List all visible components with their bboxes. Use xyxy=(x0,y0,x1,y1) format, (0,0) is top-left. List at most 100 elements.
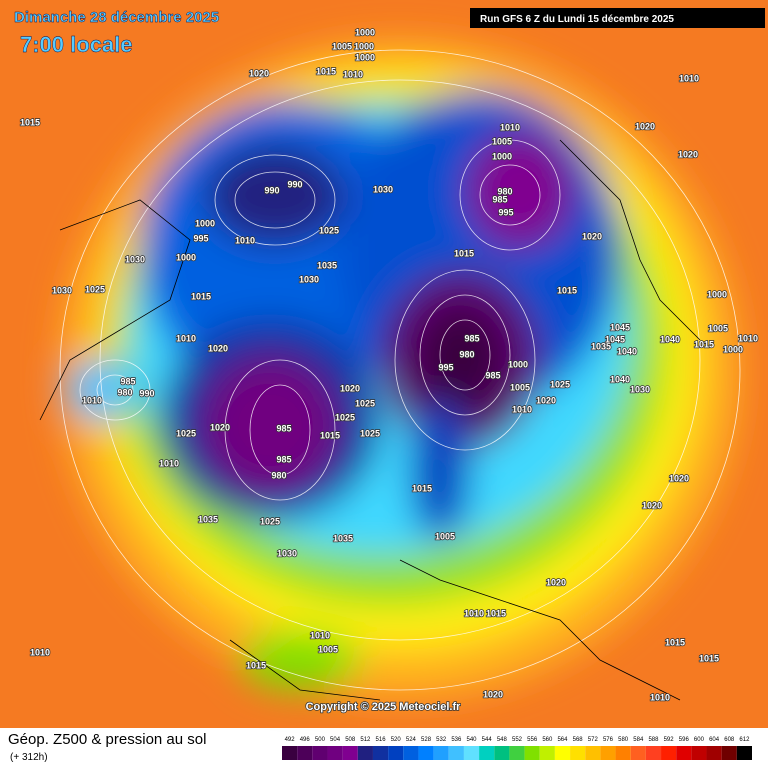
isobar-label: 1020 xyxy=(210,422,230,432)
isobar-label: 980 xyxy=(497,186,512,196)
isobar-label: 1020 xyxy=(208,343,228,353)
legend-value: 500 xyxy=(315,737,326,743)
legend-value: 604 xyxy=(709,737,720,743)
isobar-label: 1010 xyxy=(176,333,196,343)
legend-swatch xyxy=(327,746,343,760)
color-legend: 492 496 500 504 508 512 516 520 524 528 532 536 540 5… xyxy=(282,737,752,760)
isobar-label: 1010 xyxy=(82,395,102,405)
isobar-label: 1005 xyxy=(318,644,338,654)
isobar-label: 1035 xyxy=(198,514,218,524)
isobar-label: 1040 xyxy=(660,334,680,344)
legend-swatch xyxy=(691,746,707,760)
legend-value: 528 xyxy=(421,737,432,743)
legend-swatch xyxy=(524,746,540,760)
legend-swatch xyxy=(494,746,510,760)
legend-swatch xyxy=(645,746,662,760)
isobar-label: 1020 xyxy=(536,395,556,405)
isobar-label: 1015 xyxy=(412,483,432,493)
isobar-label: 990 xyxy=(264,185,279,195)
isobar-label: 1015 xyxy=(694,339,714,349)
isobar-label: 980 xyxy=(271,470,286,480)
legend-value: 492 xyxy=(285,737,296,743)
legend-swatch xyxy=(342,746,358,760)
isobar-label: 1030 xyxy=(277,548,297,558)
legend-swatch xyxy=(539,746,555,760)
isobar-label: 1000 xyxy=(492,151,512,161)
isobar-label: 1020 xyxy=(483,689,503,699)
isobar-label: 1000 xyxy=(176,252,196,262)
isobar-label: 995 xyxy=(498,207,513,217)
legend-value: 576 xyxy=(603,737,614,743)
isobar-label: 985 xyxy=(464,333,479,343)
legend-value: 612 xyxy=(739,737,750,743)
isobar-label: 1020 xyxy=(340,383,360,393)
isobar-label: 1030 xyxy=(299,274,319,284)
legend-swatch xyxy=(585,746,601,760)
isobar-label: 980 xyxy=(117,387,132,397)
legend-value: 504 xyxy=(330,737,341,743)
legend-value: 580 xyxy=(618,737,629,743)
isobar-label: 1000 xyxy=(707,289,727,299)
isobar-label: 1005 xyxy=(435,531,455,541)
isobar-label: 1015 xyxy=(246,660,266,670)
isobar-label: 1015 xyxy=(316,66,336,76)
legend-swatch xyxy=(736,746,752,760)
isobar-label: 1000 xyxy=(723,344,743,354)
isobar-label: 1010 xyxy=(500,122,520,132)
isobar-label: 1020 xyxy=(642,500,662,510)
isobar-label: 1010 xyxy=(464,608,484,618)
isobar-label: 1040 xyxy=(610,374,630,384)
isobar-label: 985 xyxy=(492,194,507,204)
footer-lead: (+ 312h) xyxy=(10,752,48,763)
isobar-label: 1025 xyxy=(176,428,196,438)
isobar-label: 1020 xyxy=(546,577,566,587)
legend-value: 548 xyxy=(497,737,508,743)
legend-swatch xyxy=(676,746,692,760)
isobar-label: 1010 xyxy=(159,458,179,468)
isobar-label: 1010 xyxy=(738,333,758,343)
isobar-label: 1015 xyxy=(191,291,211,301)
legend-value: 608 xyxy=(724,737,735,743)
legend-swatch xyxy=(403,746,419,760)
isobar-label: 1020 xyxy=(582,231,602,241)
isobar-label: 990 xyxy=(287,179,302,189)
legend-swatch xyxy=(509,746,525,760)
forecast-date: Dimanche 28 décembre 2025 xyxy=(14,9,219,26)
isobar-label: 1025 xyxy=(85,284,105,294)
isobar-label: 1000 xyxy=(508,359,528,369)
run-info: Run GFS 6 Z du Lundi 15 décembre 2025 xyxy=(480,14,674,25)
isobar-label: 1015 xyxy=(320,430,340,440)
isobar-label: 1020 xyxy=(669,473,689,483)
isobar-label: 1025 xyxy=(335,412,355,422)
legend-value: 592 xyxy=(664,737,675,743)
legend-swatch xyxy=(706,746,722,760)
isobar-label: 1020 xyxy=(678,149,698,159)
legend-value: 588 xyxy=(648,737,659,743)
isobar-label: 1010 xyxy=(235,235,255,245)
map-field: Run GFS 6 Z du Lundi 15 décembre 2025 Di… xyxy=(0,0,768,728)
legend-value: 536 xyxy=(451,737,462,743)
footer-title: Géop. Z500 & pression au sol xyxy=(8,731,206,748)
legend-swatch xyxy=(630,746,646,760)
legend-value: 520 xyxy=(391,737,402,743)
legend-swatch xyxy=(463,746,480,760)
legend-swatch xyxy=(418,746,434,760)
legend-value: 496 xyxy=(300,737,311,743)
isobar-label: 1035 xyxy=(591,341,611,351)
isobar-label: 1045 xyxy=(610,322,630,332)
isobar-label: 1025 xyxy=(319,225,339,235)
legend-value: 524 xyxy=(406,737,417,743)
legend-value: 516 xyxy=(376,737,387,743)
legend-value: 512 xyxy=(360,737,371,743)
isobar-label: 1020 xyxy=(635,121,655,131)
isobar-label: 1040 xyxy=(617,346,637,356)
legend-value: 552 xyxy=(512,737,523,743)
isobar-label: 1025 xyxy=(360,428,380,438)
isobar-label: 1000 xyxy=(195,218,215,228)
isobar-label: 1015 xyxy=(20,117,40,127)
isobar-label: 1030 xyxy=(125,254,145,264)
isobar-label: 990 xyxy=(139,388,154,398)
legend-value: 544 xyxy=(482,737,493,743)
legend-swatch xyxy=(448,746,464,760)
